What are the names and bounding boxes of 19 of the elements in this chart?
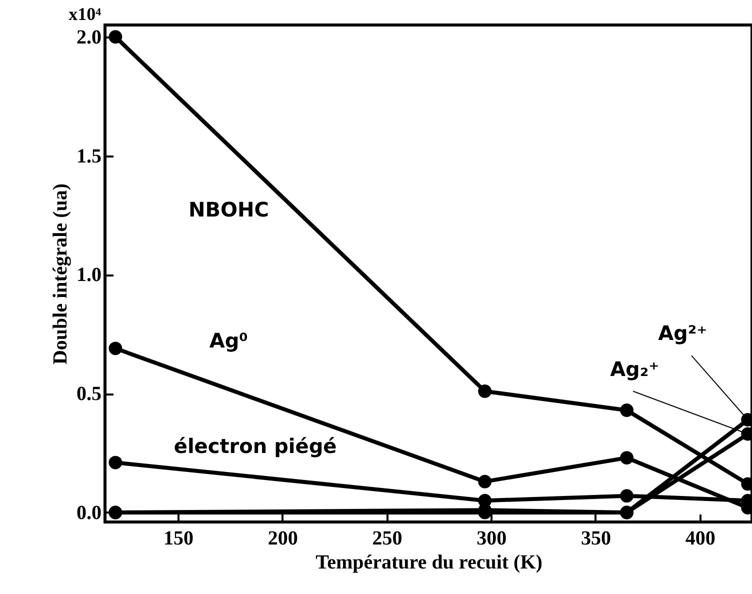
y-tick-label: 0.0	[76, 502, 102, 524]
y-tick-label: 1.0	[76, 264, 102, 286]
y-tick-label: 1.5	[76, 145, 102, 168]
text: Ag₂⁺	[610, 356, 660, 381]
series-label: électron piégé	[174, 434, 337, 458]
x-tick-label: 300	[476, 528, 507, 550]
y-tick-label: 0.5	[76, 383, 102, 406]
x-tick-label: 350	[580, 528, 611, 550]
x-tick-label: 150	[164, 528, 194, 550]
x-tick-label: 400	[685, 528, 716, 550]
series-label: Ag⁰	[209, 328, 248, 352]
y-tick-label: 2.0	[76, 26, 102, 48]
series-label: NBOHC	[188, 197, 269, 222]
text: Ag²⁺	[658, 321, 708, 346]
x-tick-label: 200	[268, 528, 298, 550]
text: x10⁴	[68, 4, 102, 24]
x-axis-title: Température du recuit (K)	[316, 552, 542, 574]
y-axis-title: Double intégrale (ua)	[50, 183, 72, 365]
x-tick-label: 250	[372, 528, 402, 550]
